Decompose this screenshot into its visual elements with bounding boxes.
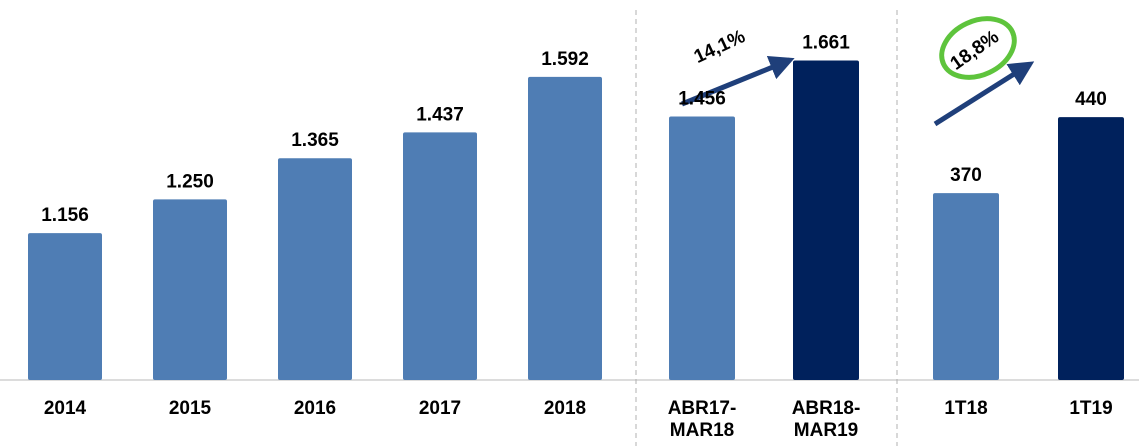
x-tick-label: 1T19 bbox=[1069, 398, 1113, 419]
value-label: 370 bbox=[950, 165, 982, 186]
value-label: 1.661 bbox=[802, 32, 850, 53]
value-label: 1.365 bbox=[291, 130, 339, 151]
x-tick-label: 2015 bbox=[168, 398, 212, 419]
bar bbox=[1058, 117, 1124, 380]
bar bbox=[28, 233, 102, 380]
x-tick-label: ABR18-MAR19 bbox=[791, 398, 861, 441]
annotation: 14,1% bbox=[691, 26, 749, 68]
highlight-ellipse bbox=[939, 16, 1017, 80]
x-tick-label: 2017 bbox=[418, 398, 462, 419]
arrow bbox=[681, 55, 795, 107]
bar bbox=[153, 199, 227, 380]
arrow bbox=[933, 61, 1035, 127]
value-label: 1.592 bbox=[541, 49, 589, 70]
x-tick-label: 2018 bbox=[543, 398, 587, 419]
value-label: 1.156 bbox=[41, 205, 89, 226]
x-tick-label: 2014 bbox=[43, 398, 87, 419]
value-label: 440 bbox=[1075, 89, 1107, 110]
bar bbox=[528, 76, 602, 380]
x-tick-label: 1T18 bbox=[944, 398, 988, 419]
bar bbox=[669, 116, 735, 380]
bar bbox=[278, 158, 352, 380]
value-label: 1.250 bbox=[166, 171, 214, 192]
bar bbox=[403, 132, 477, 380]
value-label: 1.456 bbox=[678, 88, 726, 109]
x-tick-label: ABR17-MAR18 bbox=[667, 398, 737, 441]
x-tick-label: 2016 bbox=[293, 398, 337, 419]
bar bbox=[933, 193, 999, 380]
bar bbox=[793, 60, 859, 380]
value-label: 1.437 bbox=[416, 104, 464, 125]
